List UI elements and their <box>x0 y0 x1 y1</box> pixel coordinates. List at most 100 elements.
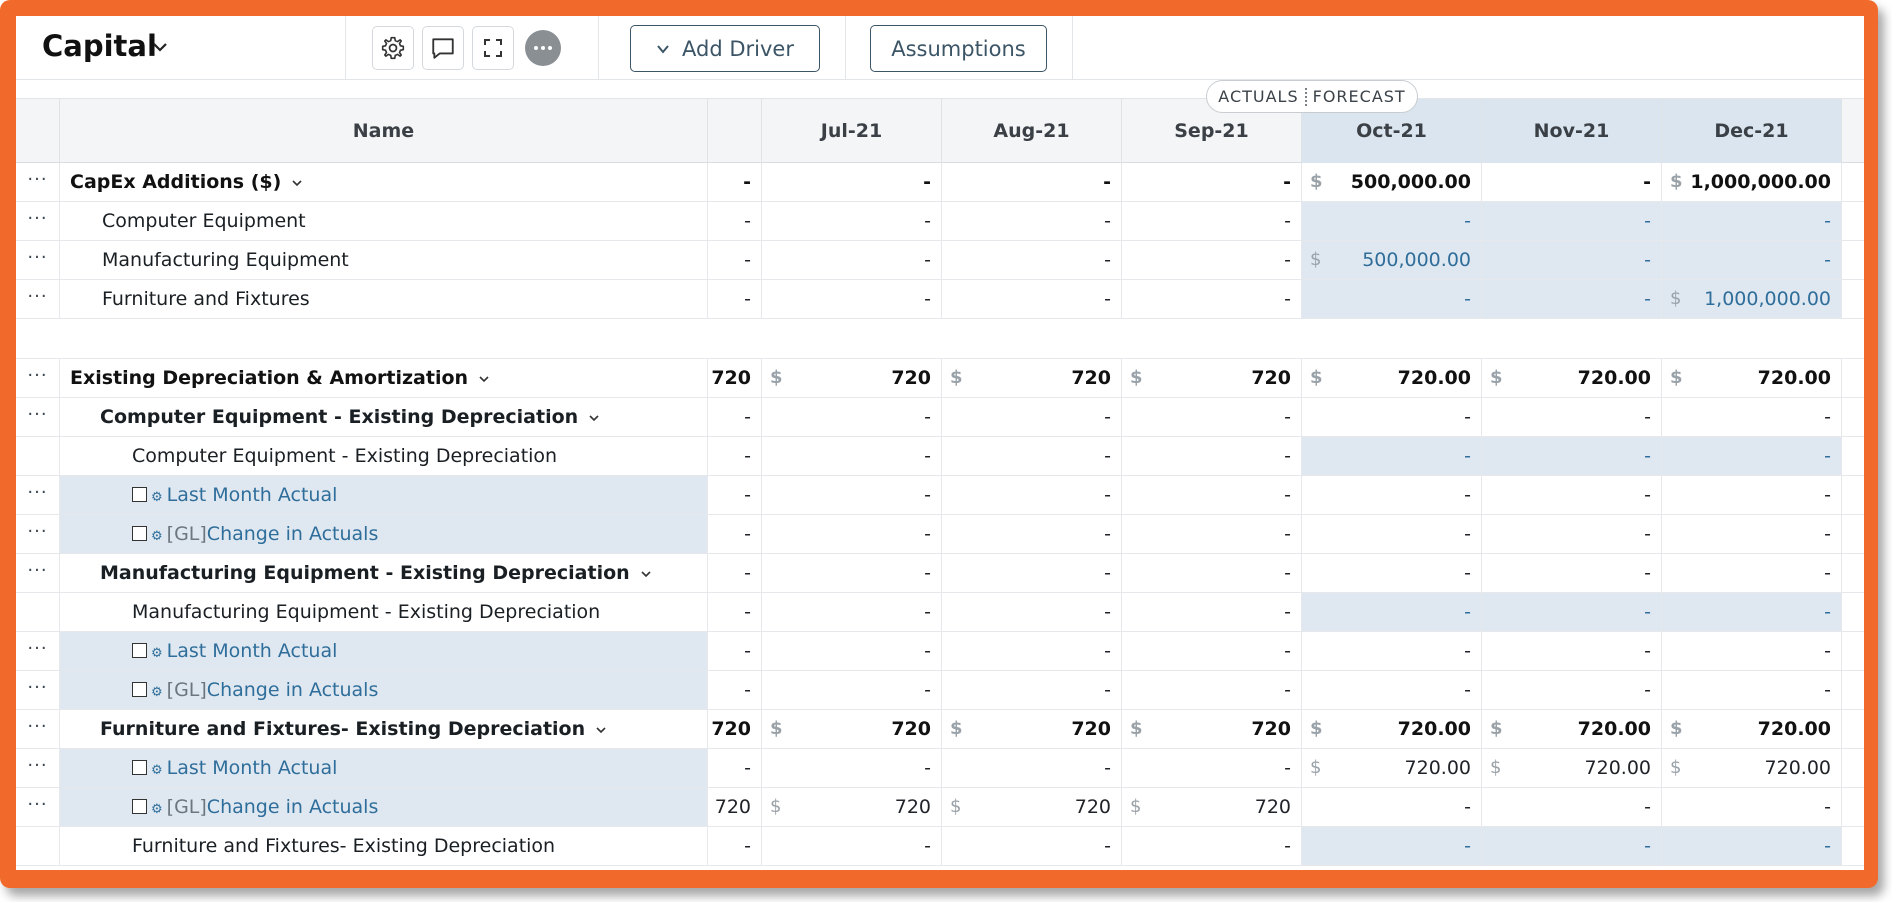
checkbox[interactable] <box>132 526 147 541</box>
value-cell[interactable]: - <box>1122 163 1302 201</box>
value-cell[interactable]: - <box>1482 398 1662 436</box>
value-cell[interactable]: - <box>708 280 762 318</box>
row-name-cell[interactable]: Manufacturing Equipment - Existing Depre… <box>60 593 708 631</box>
value-cell[interactable]: - <box>708 437 762 475</box>
value-cell[interactable]: - <box>762 632 942 670</box>
value-cell[interactable]: - <box>1122 398 1302 436</box>
value-cell[interactable]: - <box>942 749 1122 787</box>
value-cell[interactable]: - <box>1122 202 1302 240</box>
more-options-button[interactable] <box>522 26 564 70</box>
value-cell[interactable]: $500,000.00 <box>1302 163 1482 201</box>
value-cell[interactable]: - <box>708 554 762 592</box>
row-menu-icon[interactable]: ··· <box>16 515 60 553</box>
value-cell[interactable]: - <box>1482 671 1662 709</box>
value-cell[interactable]: - <box>1482 163 1662 201</box>
value-cell[interactable]: - <box>1122 280 1302 318</box>
value-cell[interactable]: - <box>942 241 1122 279</box>
chevron-down-icon[interactable] <box>588 412 600 424</box>
value-cell[interactable]: - <box>1302 398 1482 436</box>
value-cell[interactable]: - <box>942 163 1122 201</box>
value-cell[interactable]: - <box>708 515 762 553</box>
value-cell[interactable]: - <box>762 241 942 279</box>
row-menu-icon[interactable]: ··· <box>16 202 60 240</box>
fullscreen-button[interactable] <box>472 26 514 70</box>
value-cell[interactable]: - <box>1302 437 1482 475</box>
value-cell[interactable]: - <box>1302 554 1482 592</box>
value-cell[interactable]: $720.00 <box>1662 710 1842 748</box>
value-cell[interactable]: $720 <box>1122 788 1302 826</box>
value-cell[interactable]: - <box>1302 827 1482 865</box>
row-name-cell[interactable]: Furniture and Fixtures- Existing Depreci… <box>60 827 708 865</box>
chevron-down-icon[interactable] <box>151 38 169 56</box>
value-cell[interactable]: - <box>942 554 1122 592</box>
value-cell[interactable]: $720.00 <box>1662 749 1842 787</box>
value-cell[interactable]: - <box>1482 280 1662 318</box>
value-cell[interactable]: - <box>762 749 942 787</box>
value-cell[interactable]: - <box>1662 515 1842 553</box>
value-cell[interactable]: - <box>762 280 942 318</box>
value-cell[interactable]: - <box>1122 515 1302 553</box>
row-name-cell[interactable]: Manufacturing Equipment <box>60 241 708 279</box>
value-cell[interactable]: - <box>762 437 942 475</box>
gear-icon[interactable]: ⚙ <box>151 802 163 817</box>
value-cell[interactable]: - <box>1482 241 1662 279</box>
value-cell[interactable]: $720.00 <box>1302 710 1482 748</box>
row-menu-icon[interactable]: ··· <box>16 476 60 514</box>
value-cell[interactable]: - <box>708 202 762 240</box>
value-cell[interactable]: - <box>708 398 762 436</box>
checkbox[interactable] <box>132 487 147 502</box>
driver-name-cell[interactable]: ⚙ [GL]Change in Actuals <box>60 515 708 553</box>
driver-name-cell[interactable]: ⚙ Last Month Actual <box>60 749 708 787</box>
assumptions-button[interactable]: Assumptions <box>870 25 1047 72</box>
value-cell[interactable]: - <box>1662 788 1842 826</box>
header-month-sep-21[interactable]: Sep-21 <box>1122 99 1302 163</box>
value-cell[interactable]: - <box>1662 593 1842 631</box>
row-menu-icon[interactable]: ··· <box>16 788 60 826</box>
chevron-down-icon[interactable] <box>595 724 607 736</box>
value-cell[interactable]: - <box>942 632 1122 670</box>
value-cell[interactable]: - <box>1122 554 1302 592</box>
value-cell[interactable]: - <box>708 593 762 631</box>
value-cell[interactable]: - <box>762 671 942 709</box>
row-name-cell[interactable]: Manufacturing Equipment - Existing Depre… <box>60 554 708 592</box>
value-cell[interactable]: $720 <box>1122 710 1302 748</box>
value-cell[interactable]: - <box>708 632 762 670</box>
value-cell[interactable]: - <box>1122 593 1302 631</box>
row-menu-icon[interactable]: ··· <box>16 280 60 318</box>
value-cell[interactable]: - <box>1302 515 1482 553</box>
row-menu-icon[interactable]: ··· <box>16 398 60 436</box>
value-cell[interactable]: - <box>1122 241 1302 279</box>
driver-name-cell[interactable]: ⚙ Last Month Actual <box>60 476 708 514</box>
value-cell[interactable]: - <box>1122 671 1302 709</box>
settings-button[interactable] <box>372 26 414 70</box>
value-cell[interactable]: - <box>708 241 762 279</box>
value-cell[interactable]: - <box>762 515 942 553</box>
header-month-dec-21[interactable]: Dec-21 <box>1662 99 1842 163</box>
value-cell[interactable]: - <box>1122 632 1302 670</box>
value-cell[interactable]: - <box>762 163 942 201</box>
value-cell[interactable]: - <box>1482 202 1662 240</box>
checkbox[interactable] <box>132 799 147 814</box>
row-name-cell[interactable]: Existing Depreciation & Amortization <box>60 359 708 397</box>
driver-name-cell[interactable]: ⚙ [GL]Change in Actuals <box>60 788 708 826</box>
gear-icon[interactable]: ⚙ <box>151 529 163 544</box>
value-cell[interactable]: - <box>762 554 942 592</box>
value-cell[interactable]: $500,000.00 <box>1302 241 1482 279</box>
header-month-jul-21[interactable]: Jul-21 <box>762 99 942 163</box>
value-cell[interactable]: - <box>1302 593 1482 631</box>
value-cell[interactable]: - <box>1302 632 1482 670</box>
row-menu-icon[interactable]: ··· <box>16 749 60 787</box>
value-cell[interactable]: - <box>708 163 762 201</box>
value-cell[interactable]: - <box>1302 788 1482 826</box>
row-name-cell[interactable]: Computer Equipment <box>60 202 708 240</box>
value-cell[interactable]: - <box>1662 202 1842 240</box>
value-cell[interactable]: - <box>1302 476 1482 514</box>
value-cell[interactable]: - <box>1302 280 1482 318</box>
value-cell[interactable]: - <box>708 476 762 514</box>
value-cell[interactable]: $720 <box>762 359 942 397</box>
value-cell[interactable]: - <box>1482 788 1662 826</box>
value-cell[interactable]: - <box>1482 515 1662 553</box>
value-cell[interactable]: - <box>942 437 1122 475</box>
chevron-down-icon[interactable] <box>478 373 490 385</box>
value-cell[interactable]: - <box>1662 437 1842 475</box>
